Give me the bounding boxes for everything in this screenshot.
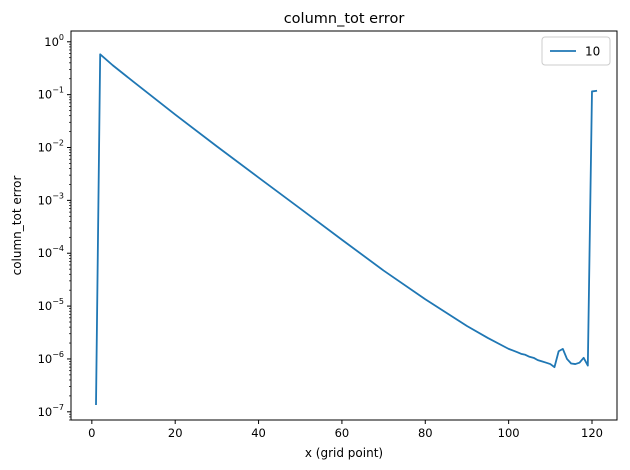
x-tick-label: 0 [88, 426, 95, 440]
x-axis-label: x (grid point) [305, 446, 383, 460]
plot-frame [70, 30, 618, 421]
chart-title: column_tot error [284, 11, 405, 27]
y-tick-label: 10−6 [38, 350, 64, 366]
series-layer [95, 53, 598, 406]
y-axis-label: column_tot error [10, 176, 24, 276]
x-tick-label: 80 [418, 426, 433, 440]
y-tick-label: 100 [44, 33, 64, 49]
y-tick-label: 10−3 [38, 191, 64, 207]
x-tick-label: 60 [335, 426, 350, 440]
y-tick-label: 10−1 [38, 86, 64, 102]
x-tick-label: 20 [168, 426, 183, 440]
series-line [95, 53, 598, 406]
y-tick-label: 10−7 [38, 403, 64, 419]
x-tick-label: 120 [581, 426, 603, 440]
y-tick-label: 10−4 [38, 244, 64, 260]
legend-label: 10 [585, 45, 600, 59]
x-axis-ticks: 0 20 40 60 80 100 120 [88, 420, 603, 440]
x-tick-label: 40 [251, 426, 266, 440]
y-tick-label: 10−2 [38, 139, 64, 155]
x-tick-label: 100 [498, 426, 520, 440]
y-axis-ticks: 10−7 10−6 10−5 10−4 10−3 10−2 10−1 100 [38, 33, 71, 419]
legend: 10 [541, 36, 611, 66]
plot-area [71, 31, 617, 420]
y-tick-label: 10−5 [38, 297, 64, 313]
